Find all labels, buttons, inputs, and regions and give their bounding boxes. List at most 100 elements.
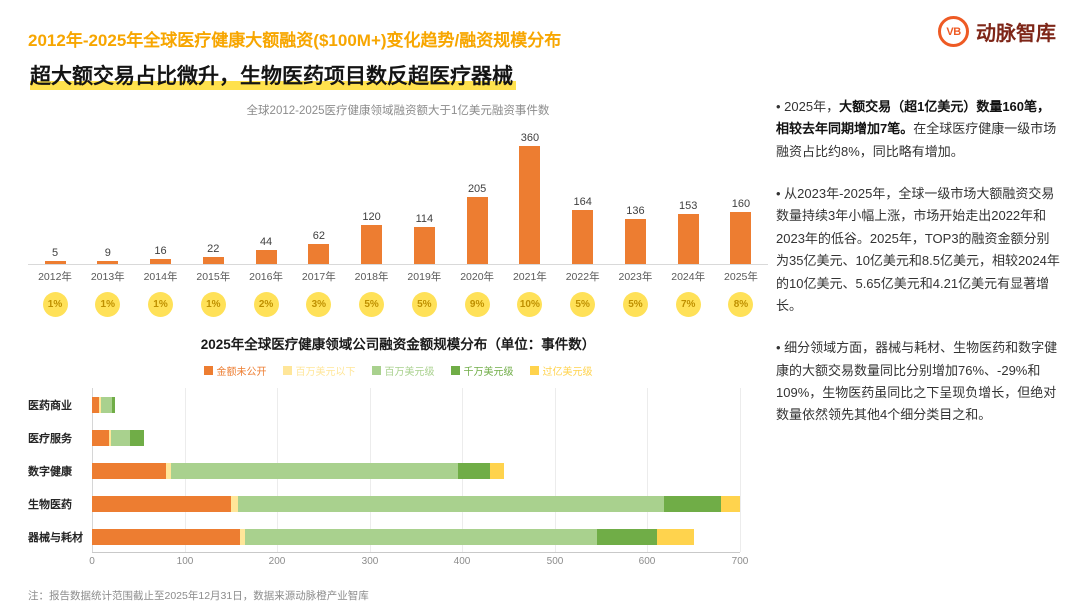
bar-segment [458, 462, 490, 479]
share-badge: 5% [622, 292, 648, 317]
bar-segment [109, 429, 111, 446]
bar-value-label: 9 [104, 247, 111, 259]
bar-segment [245, 528, 597, 545]
bar-box: 160 [730, 126, 752, 264]
chart1-column: 22 2015年 1% [190, 126, 236, 317]
share-badge: 5% [570, 292, 596, 317]
category-row: 器械与耗材 [28, 520, 768, 553]
gridline [647, 388, 648, 552]
bar [466, 197, 488, 264]
chart1-column: 160 2025年 8% [718, 126, 764, 317]
brand-name: 动脉智库 [976, 23, 1056, 45]
x-tick-label: 400 [453, 556, 471, 567]
bar-segment [130, 429, 144, 446]
bar-box: 164 [572, 126, 594, 264]
x-axis-label: 2023年 [618, 271, 653, 283]
chart1-column: 136 2023年 5% [612, 126, 658, 317]
x-axis-label: 2019年 [407, 271, 442, 283]
chart2-legend: 金额未公开 百万美元以下 百万美元级 千万美元级 过亿美元级 [28, 363, 768, 378]
stacked-bar [92, 495, 740, 512]
legend-label: 百万美元级 [384, 367, 435, 378]
x-axis-label: 2018年 [354, 271, 389, 283]
legend-swatch [282, 366, 292, 375]
bar-box: 5 [44, 126, 66, 264]
commentary-panel: • 2025年，大额交易（超1亿美元）数量160笔，相较去年同期增加7笔。在全球… [776, 96, 1060, 447]
funding-size-stacked-chart: 医药商业 医疗服务 数字健康 生物医药 器械与耗材 0 100 200 300 400 500 60… [28, 388, 768, 569]
bar [202, 257, 224, 264]
category-label: 医疗服务 [28, 432, 72, 445]
bar-box: 9 [97, 126, 119, 264]
x-axis-label: 2017年 [301, 271, 336, 283]
x-axis-label: 2013年 [90, 271, 125, 283]
bar [730, 212, 752, 264]
bullet-3: • 细分领域方面，器械与耗材、生物医药和数字健康的大额交易数量同比分别增加76%… [776, 340, 1058, 423]
share-badge: 5% [359, 292, 385, 317]
bar [624, 219, 646, 264]
charts-panel: 全球2012-2025医疗健康领域融资额大于1亿美元融资事件数 5 2012年 1%… [28, 102, 768, 569]
bullet-1-post: 在全球医疗健康一级市场融资占比约8%，同比略有增加。 [776, 121, 1057, 159]
chart1-column: 164 2022年 5% [560, 126, 606, 317]
x-tick-label: 0 [89, 556, 95, 567]
bar-segment [92, 396, 99, 413]
stacked-bar [92, 396, 115, 413]
bar-value-label: 205 [467, 183, 487, 195]
share-badge: 8% [728, 292, 754, 317]
category-row: 医药商业 [28, 388, 768, 421]
bar-value-label: 120 [362, 211, 381, 223]
bar [308, 244, 330, 264]
bar-box: 360 [519, 126, 541, 264]
share-badge: 3% [306, 292, 332, 317]
x-tick-label: 700 [731, 556, 749, 567]
legend-item: 金额未公开 [203, 363, 267, 378]
bar-segment [240, 528, 245, 545]
x-axis-label: 2021年 [512, 271, 547, 283]
bar-value-label: 44 [259, 236, 273, 248]
footnote: 注：报告数据统计范围截止至2025年12月31日，数据来源动脉橙产业智库 [28, 590, 369, 602]
bar [44, 261, 66, 264]
bar-value-label: 153 [679, 200, 698, 212]
share-badge: 1% [42, 292, 68, 317]
chart1-column: 9 2013年 1% [85, 126, 131, 317]
gridline [740, 388, 741, 552]
category-label: 数字健康 [28, 465, 72, 478]
bar-value-label: 164 [573, 196, 592, 208]
bar-value-label: 360 [520, 132, 540, 144]
x-axis-label: 2020年 [460, 271, 495, 283]
bar [150, 259, 172, 264]
legend-item: 百万美元以下 [282, 363, 356, 378]
event-count-bars: 5 2012年 1% 9 2013年 1% 16 2014年 1% 22 2015年 1% 44 2016… [32, 126, 764, 317]
bar-segment [101, 396, 112, 413]
bar [572, 210, 594, 264]
chart1-axis-line [28, 264, 768, 265]
chart1-title: 全球2012-2025医疗健康领域融资额大于1亿美元融资事件数 [246, 105, 550, 117]
bar-box: 153 [677, 126, 699, 264]
bar-box: 44 [255, 126, 277, 264]
funding-events-bar-chart: 5 2012年 1% 9 2013年 1% 16 2014年 1% 22 2015年 1% 44 2016… [28, 126, 768, 317]
chart1-column: 44 2016年 2% [243, 126, 289, 317]
category-label: 医药商业 [28, 399, 72, 412]
legend-swatch [203, 366, 213, 375]
category-row: 数字健康 [28, 454, 768, 487]
bar [97, 261, 119, 264]
share-badge: 9% [464, 292, 490, 317]
legend-swatch [371, 366, 381, 375]
x-tick-label: 300 [361, 556, 379, 567]
bar-segment [721, 495, 740, 512]
bar-value-label: 160 [731, 198, 751, 210]
legend-item: 百万美元级 [371, 363, 435, 378]
bar-segment [664, 495, 721, 512]
category-row: 生物医药 [28, 487, 768, 520]
bar [519, 146, 541, 264]
x-tick-label: 100 [176, 556, 194, 567]
share-badge: 10% [517, 292, 543, 317]
bar-segment [238, 495, 664, 512]
bar-value-label: 114 [415, 213, 434, 225]
legend-label: 千万美元级 [463, 367, 514, 378]
share-badge: 2% [253, 292, 279, 317]
chart2-title: 2025年全球医疗健康领域公司融资金额规模分布（单位：事件数） [200, 337, 596, 352]
bar-segment [597, 528, 657, 545]
bar-segment [112, 396, 115, 413]
slide-subtitle: 超大额交易占比微升，生物医药项目数反超医疗器械 [30, 60, 516, 91]
bullet-1: • 2025年，大额交易（超1亿美元）数量160笔，相较去年同期增加7笔。在全球… [776, 96, 1060, 163]
x-axis-label: 2022年 [565, 271, 600, 283]
